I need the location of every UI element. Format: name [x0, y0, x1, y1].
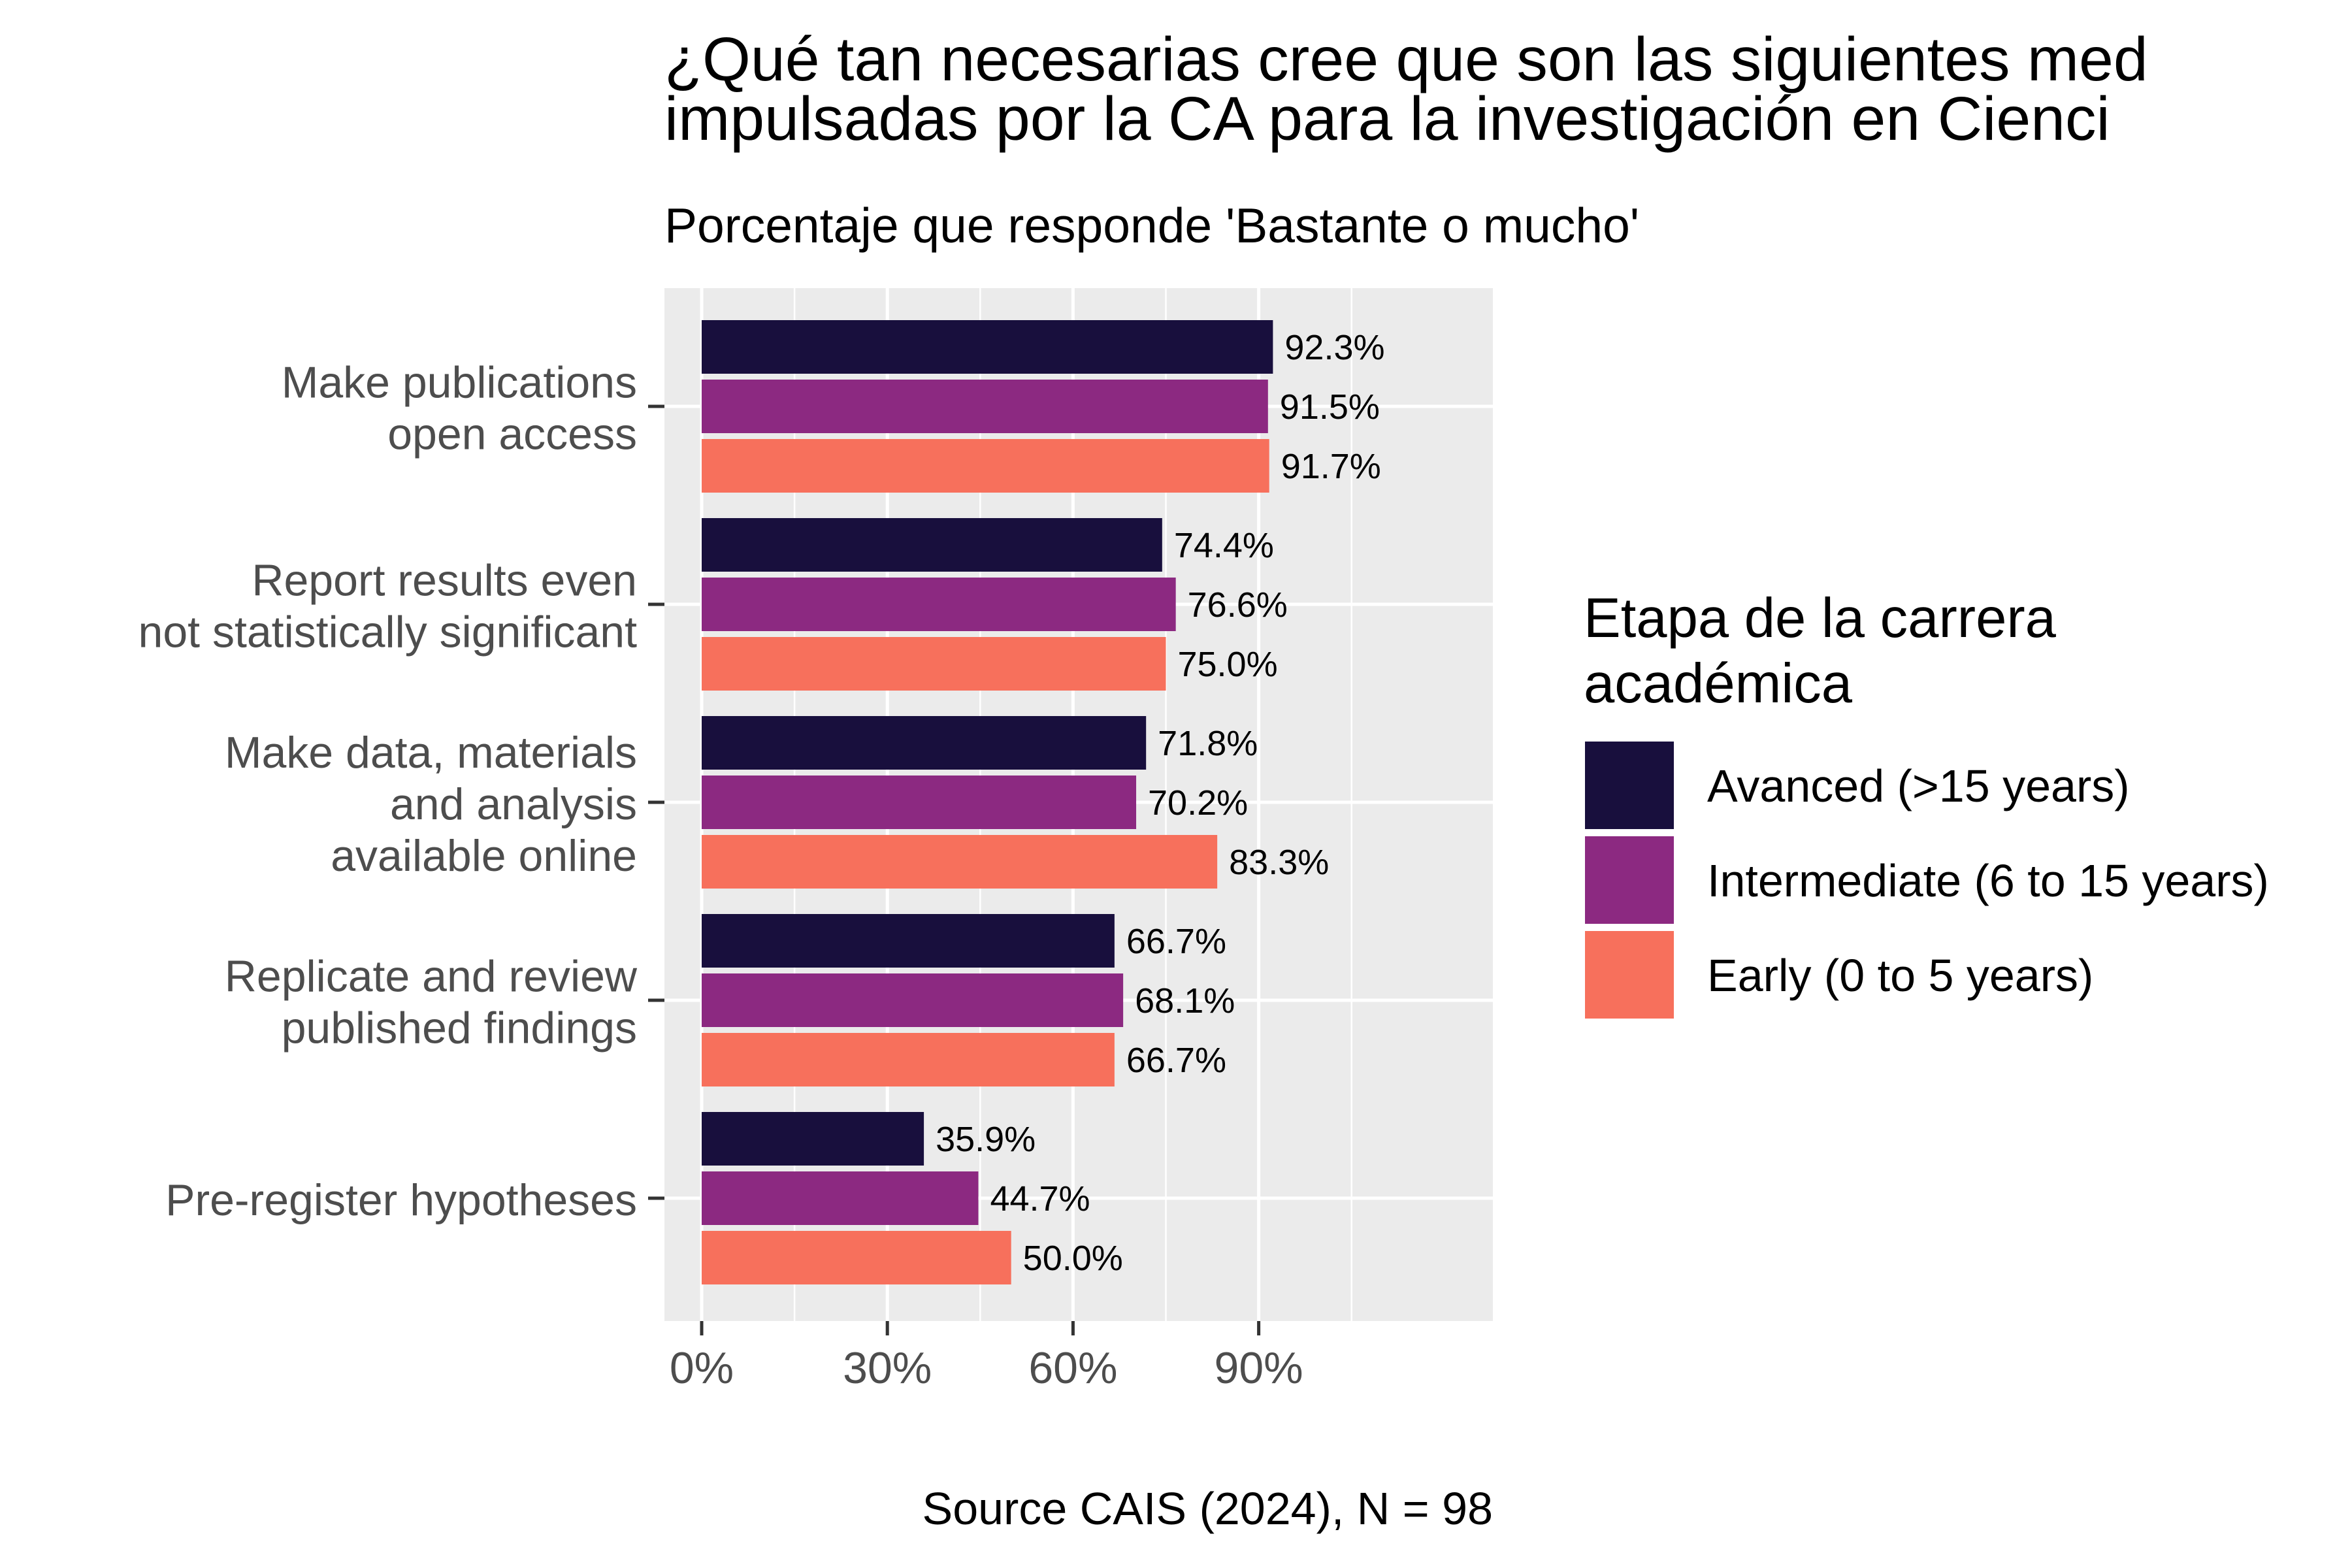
bar-value-label: 74.4%: [1174, 526, 1274, 565]
bar: [702, 380, 1268, 433]
bar-value-label: 71.8%: [1158, 724, 1258, 763]
legend-key: [1582, 834, 1676, 926]
legend-title-line: académica: [1584, 653, 1853, 715]
legend-label: Intermediate (6 to 15 years): [1707, 855, 2269, 906]
y-axis-label: open access: [387, 410, 637, 459]
bar-value-label: 76.6%: [1188, 585, 1288, 625]
bar-value-label: 75.0%: [1177, 645, 1277, 684]
chart-subtitle: Porcentaje que responde 'Bastante o much…: [664, 198, 1639, 253]
y-axis-label: Report results even: [252, 556, 637, 606]
bar: [702, 578, 1176, 631]
x-axis: 0% 30% 60% 90%: [670, 1321, 1303, 1393]
bar: [702, 1112, 924, 1166]
legend-key: [1582, 739, 1676, 832]
y-axis-label: Pre-register hypotheses: [165, 1175, 637, 1225]
bar: [702, 1033, 1115, 1086]
x-axis-label: 90%: [1215, 1343, 1303, 1393]
bar-value-label: 70.2%: [1148, 783, 1248, 823]
bar: [702, 914, 1115, 968]
legend-label: Early (0 to 5 years): [1707, 950, 2093, 1001]
chart-title-line: impulsadas por la CA para la investigaci…: [664, 84, 2110, 154]
chart-title: ¿Qué tan necesarias cree que son las sig…: [664, 25, 2148, 154]
y-axis-label: published findings: [282, 1004, 637, 1053]
y-axis-label: Make publications: [282, 358, 637, 408]
bar: [702, 776, 1137, 829]
legend-label: Avanced (>15 years): [1707, 760, 2130, 811]
bar: [702, 1231, 1011, 1284]
bar: [702, 716, 1147, 770]
bar-value-label: 66.7%: [1126, 1041, 1226, 1080]
bar-value-label: 35.9%: [936, 1120, 1036, 1159]
bar: [702, 1171, 979, 1225]
chart-title-line: ¿Qué tan necesarias cree que son las sig…: [664, 25, 2148, 94]
bar-value-label: 66.7%: [1126, 922, 1226, 961]
x-axis-label: 60%: [1028, 1343, 1117, 1393]
bar: [702, 973, 1124, 1027]
legend-key: [1582, 928, 1676, 1021]
y-axis-label: available online: [331, 831, 637, 881]
bar: [702, 835, 1218, 889]
y-axis-label: not statistically significant: [139, 608, 638, 657]
bar-value-labels: 92.3% 91.5% 91.7% 74.4% 76.6% 75.0% 71.8% 70.2%…: [936, 328, 1384, 1278]
bar-value-label: 91.7%: [1281, 447, 1381, 486]
bar-value-label: 92.3%: [1284, 328, 1384, 367]
legend-title-line: Etapa de la carrera: [1584, 587, 2057, 649]
x-axis-label: 30%: [843, 1343, 932, 1393]
x-axis-label: 0%: [670, 1343, 734, 1393]
y-axis-label: Replicate and review: [225, 952, 638, 1002]
bar-value-label: 68.1%: [1135, 981, 1235, 1021]
bar: [702, 637, 1166, 691]
bar: [702, 439, 1269, 493]
bar: [702, 518, 1162, 572]
bar: [702, 320, 1273, 374]
bars: [702, 320, 1273, 1284]
bar-value-label: 91.5%: [1280, 387, 1380, 427]
chart-caption: Source CAIS (2024), N = 98: [923, 1483, 1494, 1534]
bar-value-label: 83.3%: [1229, 843, 1329, 882]
bar-value-label: 50.0%: [1023, 1239, 1123, 1278]
bar-value-label: 44.7%: [990, 1179, 1090, 1218]
y-axis-label: and analysis: [390, 779, 637, 829]
y-axis-label: Make data, materials: [225, 728, 637, 777]
